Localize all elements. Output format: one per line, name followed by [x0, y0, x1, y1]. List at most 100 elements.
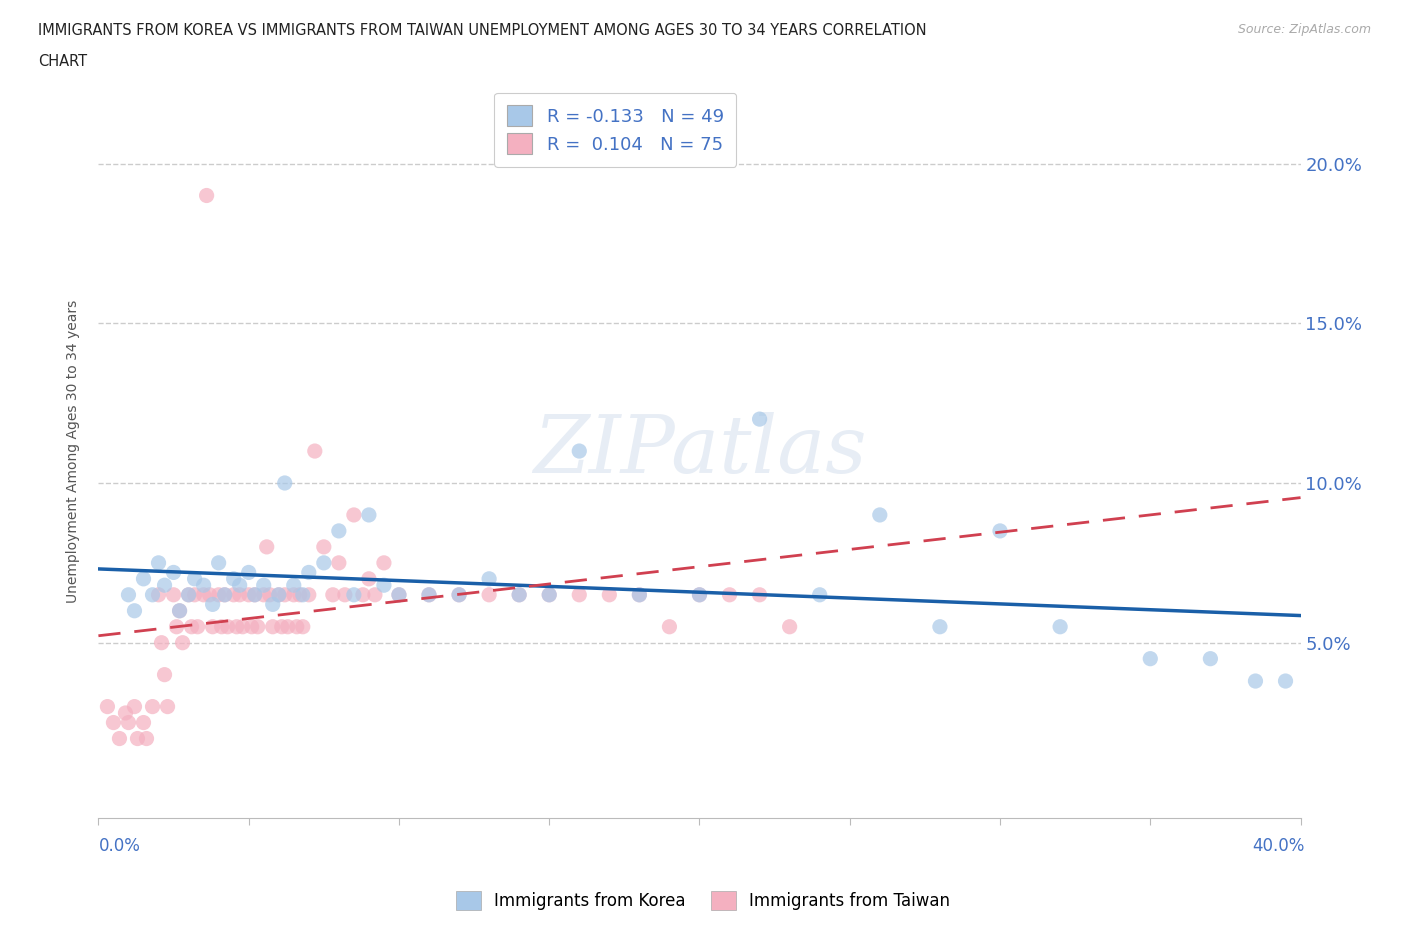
Point — [388, 588, 411, 603]
Point — [243, 588, 266, 603]
Point — [322, 588, 344, 603]
Point — [193, 588, 215, 603]
Point — [508, 588, 530, 603]
Point — [291, 588, 314, 603]
Point — [508, 588, 530, 603]
Point — [153, 578, 176, 592]
Point — [748, 412, 770, 427]
Legend: Immigrants from Korea, Immigrants from Taiwan: Immigrants from Korea, Immigrants from T… — [450, 884, 956, 917]
Point — [198, 588, 221, 603]
Text: CHART: CHART — [38, 54, 87, 69]
Point — [262, 597, 284, 612]
Point — [478, 588, 501, 603]
Point — [298, 588, 321, 603]
Point — [568, 444, 591, 458]
Y-axis label: Unemployment Among Ages 30 to 34 years: Unemployment Among Ages 30 to 34 years — [66, 299, 80, 603]
Point — [246, 619, 269, 634]
Point — [628, 588, 651, 603]
Point — [267, 588, 290, 603]
Point — [238, 565, 260, 580]
Point — [169, 604, 191, 618]
Point — [357, 571, 380, 586]
Point — [1199, 651, 1222, 666]
Point — [96, 699, 118, 714]
Point — [364, 588, 387, 603]
Point — [150, 635, 173, 650]
Point — [447, 588, 470, 603]
Text: 40.0%: 40.0% — [1253, 837, 1305, 855]
Point — [225, 619, 247, 634]
Point — [277, 619, 299, 634]
Point — [658, 619, 681, 634]
Point — [274, 475, 297, 490]
Point — [328, 555, 350, 570]
Point — [201, 619, 224, 634]
Point — [357, 508, 380, 523]
Point — [169, 604, 191, 618]
Point — [988, 524, 1011, 538]
Point — [598, 588, 620, 603]
Point — [628, 588, 651, 603]
Text: ZIPatlas: ZIPatlas — [533, 412, 866, 490]
Point — [253, 578, 276, 592]
Point — [267, 588, 290, 603]
Point — [1244, 673, 1267, 688]
Point — [162, 588, 184, 603]
Point — [180, 619, 202, 634]
Point — [538, 588, 561, 603]
Point — [1274, 673, 1296, 688]
Point — [328, 524, 350, 538]
Point — [124, 604, 146, 618]
Point — [312, 555, 335, 570]
Point — [166, 619, 188, 634]
Point — [141, 588, 163, 603]
Point — [253, 588, 276, 603]
Point — [117, 588, 139, 603]
Point — [373, 578, 395, 592]
Point — [156, 699, 179, 714]
Point — [148, 555, 170, 570]
Point — [373, 555, 395, 570]
Point — [568, 588, 591, 603]
Point — [478, 571, 501, 586]
Point — [298, 565, 321, 580]
Point — [103, 715, 125, 730]
Point — [748, 588, 770, 603]
Point — [193, 578, 215, 592]
Point — [243, 588, 266, 603]
Point — [283, 588, 305, 603]
Point — [333, 588, 356, 603]
Point — [343, 588, 366, 603]
Point — [343, 508, 366, 523]
Point — [211, 619, 233, 634]
Point — [222, 571, 245, 586]
Point — [228, 578, 250, 592]
Point — [214, 588, 236, 603]
Point — [135, 731, 157, 746]
Point — [148, 588, 170, 603]
Point — [238, 588, 260, 603]
Point — [418, 588, 440, 603]
Legend: R = -0.133   N = 49, R =  0.104   N = 75: R = -0.133 N = 49, R = 0.104 N = 75 — [495, 93, 737, 167]
Point — [195, 188, 218, 203]
Point — [183, 571, 205, 586]
Point — [274, 588, 297, 603]
Point — [162, 565, 184, 580]
Point — [689, 588, 711, 603]
Point — [208, 588, 231, 603]
Point — [222, 588, 245, 603]
Point — [240, 619, 263, 634]
Point — [124, 699, 146, 714]
Point — [132, 571, 155, 586]
Point — [127, 731, 149, 746]
Point — [114, 706, 136, 721]
Point — [228, 588, 250, 603]
Point — [183, 588, 205, 603]
Point — [232, 619, 254, 634]
Point — [418, 588, 440, 603]
Point — [447, 588, 470, 603]
Point — [288, 588, 311, 603]
Point — [208, 555, 231, 570]
Point — [779, 619, 801, 634]
Point — [538, 588, 561, 603]
